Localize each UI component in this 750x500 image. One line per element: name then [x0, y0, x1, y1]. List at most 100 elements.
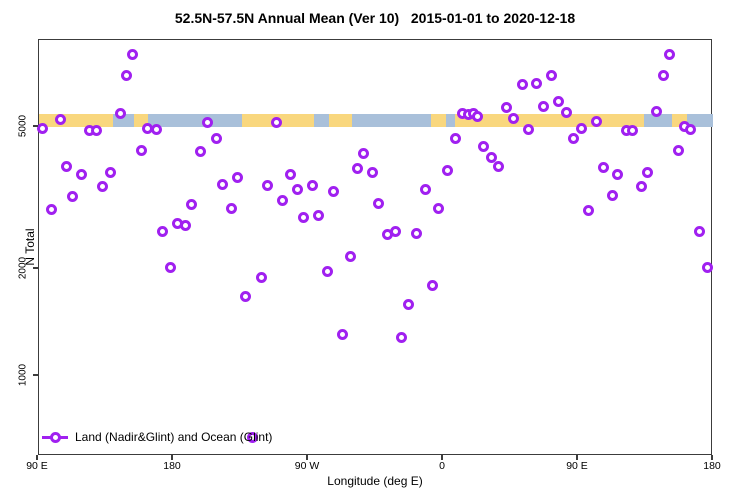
- data-point: [135, 145, 147, 157]
- data-point: [201, 117, 213, 129]
- data-point: [262, 180, 274, 192]
- data-point: [67, 190, 79, 202]
- band-segment-ocean: [351, 114, 431, 127]
- band-segment-land: [39, 114, 113, 127]
- data-point: [270, 117, 282, 129]
- data-point: [403, 298, 415, 310]
- data-point: [441, 164, 453, 176]
- data-point: [449, 132, 461, 144]
- data-point: [97, 181, 109, 193]
- data-point: [358, 147, 370, 159]
- data-point: [46, 204, 58, 216]
- data-point: [194, 146, 206, 158]
- data-point: [156, 226, 168, 238]
- x-axis-tick: [441, 455, 443, 460]
- data-point: [104, 167, 116, 179]
- data-point: [568, 132, 580, 144]
- data-point: [373, 197, 385, 209]
- data-point: [127, 49, 139, 61]
- data-point: [389, 226, 401, 238]
- data-point: [255, 272, 267, 284]
- x-axis-tick: [711, 455, 713, 460]
- data-point: [611, 168, 623, 180]
- data-point: [650, 106, 662, 118]
- band-segment-ocean: [446, 114, 455, 127]
- band-segment-ocean: [644, 114, 673, 127]
- y-axis-title: N Total: [23, 228, 37, 266]
- data-point: [225, 202, 237, 214]
- x-axis-tick-label: 180: [703, 460, 721, 472]
- data-point: [507, 112, 519, 124]
- y-axis-tick-label: 1000: [17, 363, 29, 387]
- legend-label: Land (Nadir&Glint) and Ocean (Glint): [75, 430, 273, 444]
- data-point: [597, 162, 609, 174]
- data-point: [575, 122, 587, 134]
- data-point: [500, 102, 512, 114]
- data-point: [322, 265, 334, 277]
- chart-title: 52.5N-57.5N Annual Mean (Ver 10) 2015-01…: [174, 10, 576, 26]
- data-point: [635, 181, 647, 193]
- data-point: [590, 115, 602, 127]
- data-point: [313, 209, 325, 221]
- data-point: [545, 69, 557, 81]
- data-point: [366, 167, 378, 179]
- data-point: [60, 161, 72, 173]
- data-point: [232, 171, 244, 183]
- data-point: [306, 180, 318, 192]
- band-segment-land: [431, 114, 446, 127]
- y-axis-tick: [33, 267, 38, 269]
- data-point: [693, 226, 705, 238]
- data-point: [537, 100, 549, 112]
- band-segment-ocean: [147, 114, 242, 127]
- x-axis-tick: [306, 455, 308, 460]
- data-point: [185, 198, 197, 210]
- y-axis-tick-label: 5000: [17, 115, 29, 138]
- band-segment-land: [329, 114, 352, 127]
- data-point: [277, 194, 289, 206]
- data-point: [91, 125, 103, 137]
- data-point: [516, 79, 528, 91]
- data-point: [426, 279, 438, 291]
- data-point: [217, 179, 229, 191]
- land-ocean-band: [39, 114, 713, 127]
- x-axis-title: Longitude (deg E): [327, 474, 423, 488]
- data-point: [395, 332, 407, 344]
- data-point: [210, 132, 222, 144]
- y-axis-tick: [33, 374, 38, 376]
- data-point: [485, 152, 497, 164]
- band-segment-ocean: [687, 114, 713, 127]
- data-point: [492, 161, 504, 173]
- x-axis-tick-label: 90 E: [26, 460, 48, 472]
- band-segment-land: [455, 114, 644, 127]
- data-point: [120, 69, 132, 81]
- data-point: [664, 49, 676, 61]
- data-point: [336, 328, 348, 340]
- data-point: [560, 107, 572, 119]
- x-axis-tick: [171, 455, 173, 460]
- data-point: [410, 228, 422, 240]
- data-point: [247, 432, 259, 444]
- data-point: [164, 261, 176, 273]
- data-point: [553, 96, 565, 108]
- data-point: [657, 69, 669, 81]
- data-point: [344, 250, 356, 262]
- data-point: [179, 220, 191, 232]
- data-point: [419, 183, 431, 195]
- x-axis-tick-label: 0: [439, 460, 445, 472]
- x-axis-tick: [36, 455, 38, 460]
- plot-area: [37, 39, 713, 455]
- data-point: [641, 167, 653, 179]
- data-point: [471, 110, 483, 122]
- data-point: [284, 169, 296, 181]
- data-point: [54, 114, 66, 126]
- data-point: [239, 291, 251, 303]
- data-point: [672, 144, 684, 156]
- data-point: [523, 123, 535, 135]
- data-point: [432, 202, 444, 214]
- x-axis-tick-label: 90 W: [294, 460, 320, 472]
- data-point: [352, 163, 364, 175]
- x-axis-tick: [576, 455, 578, 460]
- legend-circle-marker-icon: [49, 431, 61, 443]
- x-axis-tick-label: 180: [163, 460, 181, 472]
